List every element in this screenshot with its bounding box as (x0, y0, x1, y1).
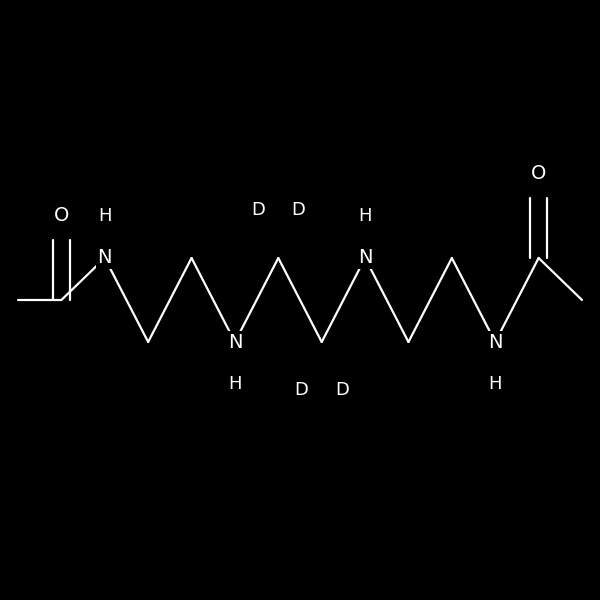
Text: D: D (295, 381, 308, 399)
Text: N: N (227, 332, 242, 352)
Text: D: D (251, 201, 265, 219)
Text: H: H (358, 207, 372, 225)
Text: N: N (98, 248, 112, 268)
Text: N: N (488, 332, 502, 352)
Text: N: N (358, 248, 373, 268)
Text: H: H (228, 375, 242, 393)
Text: O: O (53, 206, 69, 225)
Text: H: H (488, 375, 502, 393)
Text: O: O (531, 164, 547, 183)
Text: H: H (98, 207, 112, 225)
Text: D: D (292, 201, 305, 219)
Text: D: D (335, 381, 349, 399)
